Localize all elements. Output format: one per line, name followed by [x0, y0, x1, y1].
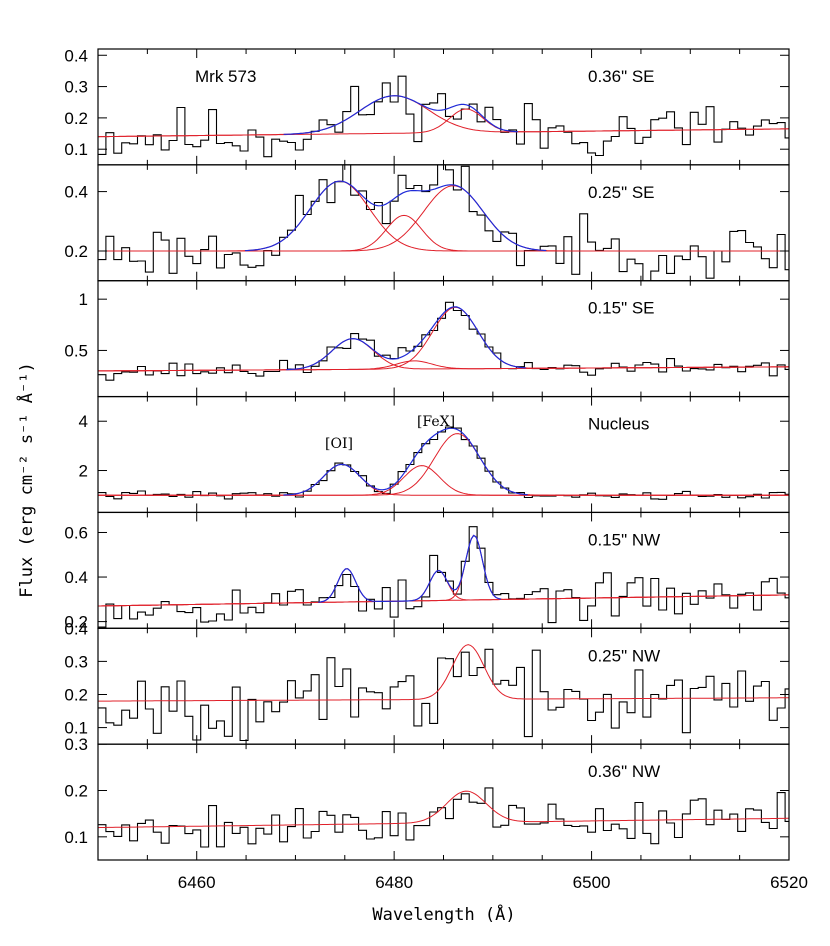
spectrum-panel: 0.1 0.2 0.3 0.36" NW: [64, 735, 790, 861]
gaussian-component: [98, 433, 789, 496]
x-tick-label: 6520: [770, 873, 808, 892]
y-tick-label: 0.2: [64, 242, 88, 261]
observed-spectrum: [98, 526, 789, 628]
gaussian-component: [98, 95, 789, 138]
observed-spectrum: [98, 787, 789, 848]
panel-frame: [97, 743, 790, 861]
gaussian-component: [98, 463, 789, 496]
line-label-oi: [OI]: [325, 436, 353, 452]
y-tick-label: 0.4: [64, 183, 88, 202]
spectrum-panel: 0.1 0.2 0.3 0.4 0.25" NW: [64, 619, 790, 745]
panel-position-label: 0.15" SE: [588, 299, 655, 318]
y-tick-label: 0.2: [64, 109, 88, 128]
gaussian-component: [98, 465, 789, 496]
line-label-fex: [FeX]: [417, 414, 455, 430]
gaussian-component: [98, 338, 789, 372]
y-tick-label: 0.5: [64, 341, 88, 360]
gaussian-component: [98, 108, 789, 138]
panel-position-label: 0.36" SE: [588, 67, 655, 86]
gaussian-component: [98, 644, 789, 702]
panel-position-label: 0.15" NW: [588, 530, 660, 549]
x-tick-label: 6500: [573, 873, 611, 892]
x-tick-labels: 6460 6480 6500 6520: [178, 873, 808, 892]
observed-spectrum: [98, 301, 789, 381]
y-tick-label: 4: [79, 412, 88, 431]
y-tick-label: 1: [79, 290, 88, 309]
total-fit: [245, 180, 547, 252]
y-tick-label: 0.1: [64, 140, 88, 159]
total-fit: [283, 427, 528, 496]
panel-frame: [97, 511, 790, 629]
object-label: Mrk 573: [195, 67, 256, 86]
y-tick-label: 0.6: [64, 523, 88, 542]
spectrum-panel: 0.2 0.4 0.6 0.15" NW: [64, 511, 790, 632]
panel-frame: [97, 627, 790, 745]
spectrum-panel: 0.5 1 0.15" SE: [64, 280, 790, 398]
panels-group: 0.10.20.30.40.36" SE0.20.4 0.25" SE0.51 0.…: [64, 46, 790, 861]
x-tick-label: 6480: [375, 873, 413, 892]
gaussian-component: [98, 535, 789, 607]
y-tick-label: 0.2: [64, 685, 88, 704]
x-axis-title: Wavelength (Å): [372, 903, 515, 925]
spectrum-panel: 0.1 0.2 0.3 0.4 0.36" SE: [64, 46, 790, 166]
panel-position-label: Nucleus: [588, 415, 649, 434]
y-tick-label: 2: [79, 462, 88, 481]
y-tick-label: 0.1: [64, 719, 88, 738]
y-tick-label: 0.1: [64, 828, 88, 847]
observed-spectrum: [98, 648, 789, 742]
panel-position-label: 0.36" NW: [588, 762, 660, 781]
gaussian-component: [98, 180, 789, 252]
y-tick-label: 0.3: [64, 735, 88, 754]
panel-position-label: 0.25" SE: [588, 183, 655, 202]
y-axis-title: Flux (erg cm⁻² s⁻¹ Å⁻¹): [15, 362, 37, 597]
panel-position-label: 0.25" NW: [588, 646, 660, 665]
y-tick-label: 0.4: [64, 46, 88, 65]
y-tick-label: 0.3: [64, 78, 88, 97]
y-tick-label: 0.2: [64, 613, 88, 632]
y-tick-label: 0.2: [64, 781, 88, 800]
spectrum-panel: 0.2 0.4 0.25" SE: [64, 164, 790, 282]
panel-frame: [97, 280, 790, 398]
gaussian-component: [98, 306, 789, 372]
panel-frame: [97, 164, 790, 282]
y-tick-label: 0.4: [64, 568, 88, 587]
observed-spectrum: [98, 164, 789, 281]
total-fit: [286, 306, 526, 371]
observed-spectrum: [98, 426, 789, 500]
x-tick-label: 6460: [178, 873, 216, 892]
observed-spectrum: [98, 75, 789, 158]
total-fit: [318, 534, 502, 603]
gaussian-component: [98, 214, 789, 252]
gaussian-component: [98, 790, 789, 829]
y-tick-label: 0.4: [64, 619, 88, 638]
gaussian-component: [98, 185, 789, 252]
total-fit: [283, 95, 519, 135]
y-tick-label: 0.3: [64, 652, 88, 671]
spectrum-panel: 2 4 Nucleus: [79, 395, 790, 514]
